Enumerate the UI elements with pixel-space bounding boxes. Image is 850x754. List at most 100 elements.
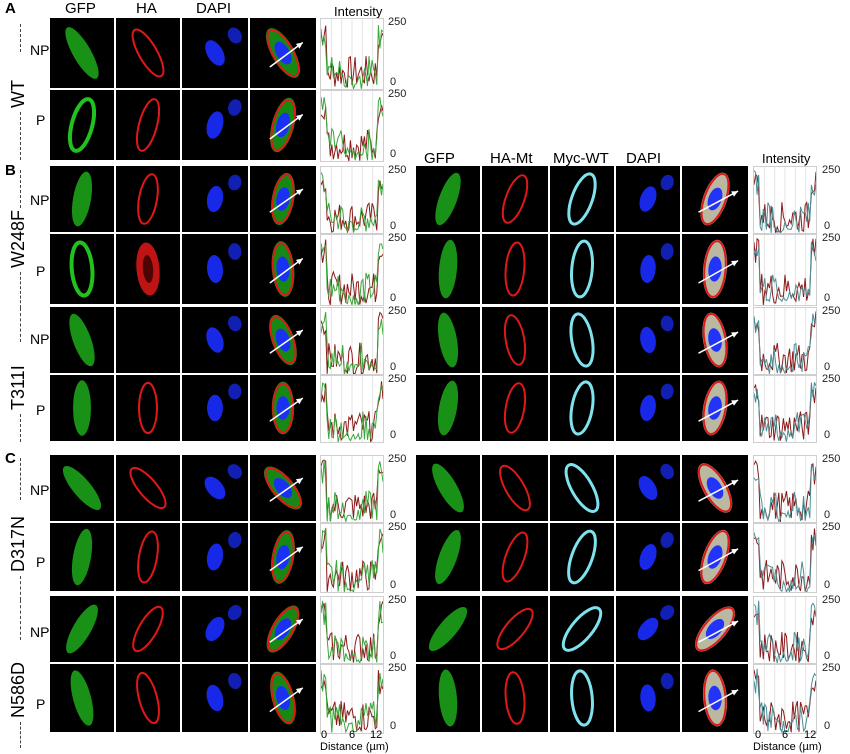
y-tick-0: 0 xyxy=(390,76,397,88)
micrograph-gfp-right xyxy=(416,166,480,232)
column-label-gfp: GFP xyxy=(65,0,96,17)
intensity-plot xyxy=(320,664,384,734)
micrograph-gfp xyxy=(50,307,114,373)
intensity-label-left: Intensity xyxy=(334,4,383,19)
micrograph-gfp-right xyxy=(416,523,480,591)
arrow-icon xyxy=(295,42,303,49)
micrograph-gfp xyxy=(50,455,114,521)
micrograph-ha xyxy=(116,90,180,160)
micrograph-merge xyxy=(250,166,316,232)
row-label-p: P xyxy=(36,402,46,418)
micrograph-gfp xyxy=(50,234,114,304)
micrograph-dapi-right xyxy=(616,375,680,441)
micrograph-dapi-right xyxy=(616,166,680,232)
y-tick-0: 0 xyxy=(390,650,397,662)
row-label-np: NP xyxy=(30,192,50,208)
micrograph-ha xyxy=(116,18,180,88)
row-label-np: NP xyxy=(30,331,50,347)
micrograph-ha xyxy=(116,596,180,662)
group-label-wt: WT xyxy=(8,80,28,108)
intensity-plot-right xyxy=(753,166,817,234)
micrograph-myc-right xyxy=(550,234,614,304)
column-label-myc-wt: Myc-WT xyxy=(553,150,609,167)
intensity-plot-right xyxy=(753,664,817,734)
x-tick-6: 6 xyxy=(349,729,356,741)
y-tick-250: 250 xyxy=(388,164,407,176)
micrograph-dapi xyxy=(182,166,248,232)
y-tick-250: 250 xyxy=(822,305,841,317)
y-tick-250: 250 xyxy=(822,232,841,244)
arrow-icon xyxy=(731,332,739,338)
micrograph-ha xyxy=(116,307,180,373)
micrograph-ha xyxy=(116,375,180,441)
micrograph-dapi xyxy=(182,90,248,160)
micrograph-ha xyxy=(116,166,180,232)
micrograph-merge xyxy=(250,375,316,441)
dash-line xyxy=(20,458,22,500)
row-label-p: P xyxy=(36,112,46,128)
y-tick-250: 250 xyxy=(388,305,407,317)
y-tick-250: 250 xyxy=(388,16,407,28)
micrograph-merge xyxy=(250,596,316,662)
y-tick-0: 0 xyxy=(390,509,397,521)
y-tick-0: 0 xyxy=(390,720,397,732)
dash-line xyxy=(20,24,22,52)
micrograph-merge4-right xyxy=(682,307,748,373)
micrograph-merge4-right xyxy=(682,523,748,591)
micrograph-dapi xyxy=(182,596,248,662)
dash-line xyxy=(20,170,22,208)
micrograph-dapi xyxy=(182,455,248,521)
intensity-plot-right xyxy=(753,455,817,523)
arrow-icon xyxy=(731,400,739,406)
micrograph-dapi xyxy=(182,375,248,441)
y-tick-0: 0 xyxy=(390,361,397,373)
arrow-icon xyxy=(295,546,303,553)
micrograph-myc-right xyxy=(550,596,614,662)
y-tick-250: 250 xyxy=(822,662,841,674)
micrograph-dapi-right xyxy=(616,455,680,521)
group-label-t311i: T311I xyxy=(8,365,28,410)
micrograph-gfp xyxy=(50,90,114,160)
arrow-icon xyxy=(295,114,303,121)
micrograph-merge xyxy=(250,90,316,160)
x-axis-label: Distance (µm) xyxy=(320,741,389,753)
intensity-plot xyxy=(320,234,384,306)
micrograph-gfp xyxy=(50,596,114,662)
micrograph-gfp-right xyxy=(416,664,480,732)
intensity-plot-right xyxy=(753,234,817,306)
row-label-p: P xyxy=(36,696,46,712)
micrograph-merge4-right xyxy=(682,166,748,232)
arrow-icon xyxy=(731,548,739,555)
x-tick-12-right: 12 xyxy=(804,729,817,741)
dash-line xyxy=(20,308,22,342)
y-tick-250: 250 xyxy=(388,662,407,674)
micrograph-merge xyxy=(250,664,316,732)
x-tick-6-right: 6 xyxy=(782,729,789,741)
micrograph-ha-right xyxy=(482,596,548,662)
y-tick-250: 250 xyxy=(822,164,841,176)
micrograph-gfp-right xyxy=(416,307,480,373)
y-tick-0: 0 xyxy=(824,720,831,732)
y-tick-0: 0 xyxy=(390,579,397,591)
micrograph-gfp-right xyxy=(416,455,480,521)
arrow-icon xyxy=(295,189,303,196)
x-tick-0: 0 xyxy=(321,729,328,741)
intensity-plot xyxy=(320,18,384,90)
panel-letter-a: A xyxy=(5,0,16,17)
x-tick-12: 12 xyxy=(370,729,383,741)
arrow-icon xyxy=(731,260,739,267)
micrograph-merge xyxy=(250,307,316,373)
intensity-plot xyxy=(320,90,384,162)
micrograph-myc-right xyxy=(550,523,614,591)
micrograph-ha xyxy=(116,455,180,521)
micrograph-merge4-right xyxy=(682,596,748,662)
group-label-n586d: N586D xyxy=(8,661,28,718)
y-tick-0: 0 xyxy=(824,509,831,521)
micrograph-dapi-right xyxy=(616,234,680,304)
micrograph-ha-right xyxy=(482,523,548,591)
intensity-plot xyxy=(320,596,384,664)
arrow-icon xyxy=(295,478,303,485)
micrograph-ha xyxy=(116,664,180,732)
intensity-plot-right xyxy=(753,375,817,443)
row-label-np: NP xyxy=(30,624,50,640)
